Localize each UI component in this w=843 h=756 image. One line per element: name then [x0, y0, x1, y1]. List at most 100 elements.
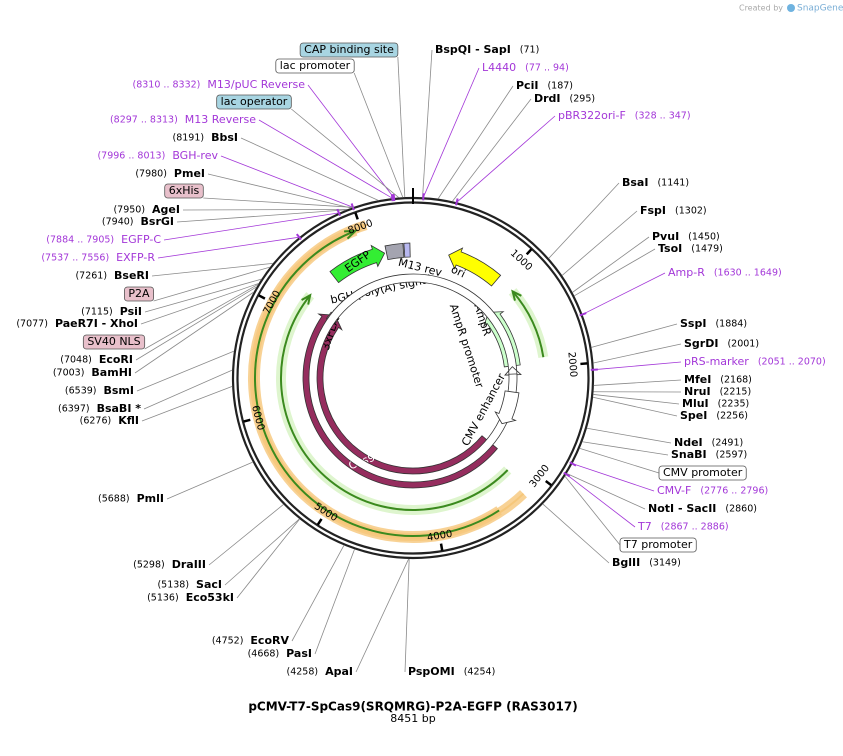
feature-arrow — [329, 244, 386, 284]
site-position: (1479) — [691, 244, 723, 255]
enzyme-name: SnaBI — [671, 448, 707, 461]
primer-name: M13 Reverse — [185, 113, 256, 126]
map-label: lac operator — [216, 94, 400, 198]
site-position: (6539) — [65, 386, 97, 397]
enzyme-name: DraIII — [172, 558, 206, 571]
leader-line — [582, 272, 666, 315]
leader-line — [593, 343, 682, 364]
map-label: EcoRV (4752) — [212, 545, 345, 647]
leader-line — [592, 396, 678, 417]
map-label: lac promoter — [275, 58, 404, 198]
site-position: (5298) — [133, 560, 165, 571]
leader-line — [586, 427, 672, 444]
primer-name: pRS-marker — [684, 355, 749, 368]
leader-line — [207, 173, 351, 209]
map-label: EXFP-R (7537 .. 7556) — [41, 233, 302, 264]
map-label: BsrGI (7940) — [102, 209, 346, 228]
orf-arrow — [344, 229, 359, 240]
leader-line — [141, 386, 233, 422]
map-label: T7 promoter — [564, 476, 697, 553]
enzyme-name: Eco53kI — [186, 591, 234, 604]
leader-line — [582, 441, 669, 456]
map-label: SnaBI (2597) — [582, 441, 747, 461]
site-position: (1630 .. 1649) — [714, 268, 782, 279]
enzyme-name: PsiI — [120, 305, 142, 318]
orf-arrow — [354, 223, 369, 234]
orf-arc — [511, 290, 545, 358]
map-label: BsmI (6539) — [65, 350, 235, 397]
ring-tick-label: 6000 — [249, 404, 266, 431]
map-label: NdeI (2491) — [586, 427, 744, 449]
site-position: (1884) — [715, 319, 747, 330]
brand: SnapGene — [797, 4, 843, 14]
enzyme-name: PciI — [516, 79, 538, 92]
map-label: BbsI (8191) — [173, 131, 379, 201]
leader-line — [224, 518, 300, 586]
leader-line — [220, 155, 354, 208]
enzyme-name: MfeI — [684, 373, 711, 386]
map-label: PasI (4668) — [248, 549, 355, 660]
leader-line — [422, 67, 480, 198]
primer-name: BGH-rev — [172, 149, 218, 162]
map-label: BsaBI * (6397) — [58, 369, 233, 415]
map-label: TsoI (1479) — [574, 242, 723, 297]
enzyme-name: TsoI — [658, 242, 682, 255]
site-position: (7940) — [102, 217, 134, 228]
primer-mark — [295, 233, 302, 241]
map-label: ApaI (4258) — [287, 558, 409, 678]
primer-name: M13/pUC Reverse — [207, 78, 305, 91]
site-position: (5138) — [157, 580, 189, 591]
site-position: (7980) — [135, 169, 167, 180]
leader-line — [452, 98, 532, 202]
ring-tick — [354, 212, 359, 220]
enzyme-name: BspQI - SapI — [435, 43, 511, 56]
enzyme-name: BsrGI — [141, 215, 174, 228]
map-label: pBR322ori-F (328 .. 347) — [455, 109, 691, 206]
map-label: BspQI - SapI (71) — [422, 43, 539, 198]
map-label: PspOMI (4254) — [404, 558, 495, 678]
leader-line — [572, 463, 655, 492]
leader-line — [355, 558, 409, 673]
enzyme-name: BseRI — [114, 269, 149, 282]
site-position: (4258) — [287, 667, 319, 678]
site-position: (2256) — [716, 411, 748, 422]
site-position: (2491) — [712, 438, 744, 449]
enzyme-name: BsmI — [104, 384, 135, 397]
enzyme-name: BamHI — [91, 366, 132, 379]
map-label: Amp-R (1630 .. 1649) — [579, 266, 782, 317]
map-label: CMV-F (2776 .. 2796) — [569, 461, 768, 497]
site-position: (8191) — [173, 133, 205, 144]
map-label: T7 (2867 .. 2886) — [563, 471, 729, 533]
credit: Created by — [739, 4, 783, 13]
map-label: PaeR7I - XhoI (7077) — [16, 283, 259, 330]
map-label: PciI (187) — [437, 79, 573, 199]
map-size: 8451 bp — [390, 712, 435, 725]
primer-name: pBR322ori-F — [558, 109, 626, 122]
ring-tick-label: 7000 — [262, 289, 284, 317]
highlight-band — [508, 288, 549, 359]
site-position: (2215) — [720, 387, 752, 398]
feature-arrow — [302, 313, 498, 489]
site-position: (1141) — [657, 178, 689, 189]
ring-tick — [525, 248, 533, 256]
primer-mark — [392, 193, 396, 202]
site-position: (2001) — [727, 339, 759, 350]
enzyme-name: PasI — [286, 647, 312, 660]
leader-line — [422, 49, 433, 198]
site-position: (2860) — [725, 504, 757, 515]
map-label: CAP binding site — [299, 42, 406, 198]
site-position: (5688) — [98, 494, 130, 505]
feature-box-label: 6xHis — [169, 184, 200, 197]
primer-mark — [390, 194, 394, 202]
leader-line — [240, 137, 379, 201]
feature-arrow — [308, 273, 522, 483]
map-label: SspI (1884) — [591, 317, 747, 348]
orf-arrow — [511, 289, 522, 301]
map-label: EcoRI (7048) — [60, 286, 257, 366]
leader-line — [591, 323, 678, 348]
feature-box-label: CAP binding site — [304, 43, 394, 56]
feature-box — [619, 537, 697, 553]
enzyme-name: BglII — [612, 556, 640, 569]
site-position: (4752) — [212, 636, 244, 647]
